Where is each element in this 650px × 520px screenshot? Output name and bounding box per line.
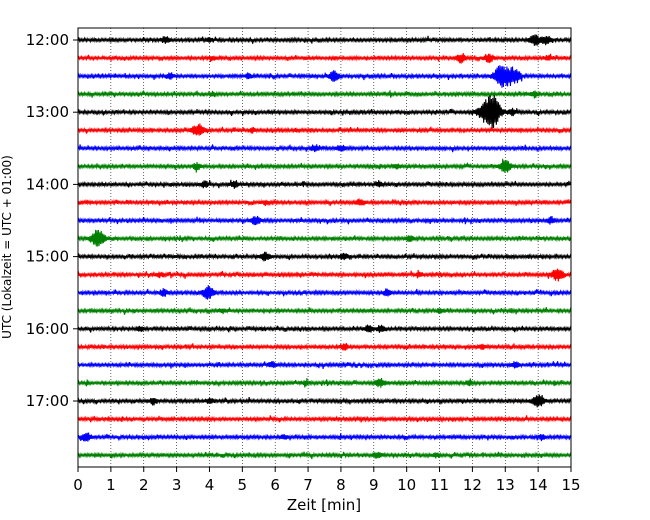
y-tick-label: 13:00 <box>26 103 69 121</box>
y-axis-ticks: 12:00 13:00 14:00 15:00 16:00 17:00 <box>26 31 78 410</box>
x-tick-label: 8 <box>336 476 346 494</box>
x-axis-label: Zeit [min] <box>287 496 361 514</box>
trace-1630 <box>77 361 572 369</box>
y-tick-label: 14:00 <box>26 175 69 193</box>
x-axis-ticks: 0 1 2 3 4 5 6 7 8 9 10 11 12 13 14 15 <box>73 467 581 494</box>
trace-1430 <box>77 215 572 226</box>
trace-1345 <box>77 158 572 173</box>
grid-lines <box>110 28 539 467</box>
x-tick-label: 2 <box>139 476 149 494</box>
x-tick-label: 6 <box>270 476 280 494</box>
y-tick-label: 12:00 <box>26 31 69 49</box>
trace-1215 <box>77 53 572 64</box>
x-tick-label: 3 <box>172 476 182 494</box>
x-tick-label: 1 <box>106 476 116 494</box>
x-tick-label: 7 <box>303 476 313 494</box>
trace-1400 <box>77 179 572 189</box>
y-axis-label: UTC (Lokalzeit = UTC + 01:00) <box>0 155 14 339</box>
x-tick-label: 13 <box>496 476 515 494</box>
trace-1600 <box>77 324 572 333</box>
trace-1500 <box>77 251 572 262</box>
x-tick-label: 15 <box>561 476 580 494</box>
x-tick-label: 4 <box>205 476 215 494</box>
y-tick-label: 15:00 <box>26 248 69 266</box>
x-tick-label: 5 <box>238 476 248 494</box>
trace-1330 <box>77 144 572 153</box>
x-tick-label: 0 <box>73 476 83 494</box>
x-tick-label: 12 <box>463 476 482 494</box>
trace-1615 <box>77 342 572 351</box>
x-tick-label: 11 <box>430 476 449 494</box>
trace-1415 <box>77 198 572 207</box>
x-tick-label: 10 <box>397 476 416 494</box>
y-tick-label: 17:00 <box>26 392 69 410</box>
trace-1645 <box>77 378 572 388</box>
plot-frame <box>77 27 572 468</box>
trace-1245 <box>77 90 572 99</box>
trace-1730 <box>77 432 572 442</box>
trace-1200 <box>77 34 572 46</box>
trace-1700 <box>77 394 572 408</box>
trace-1315 <box>77 123 572 136</box>
trace-1300 <box>77 95 572 128</box>
x-tick-label: 14 <box>529 476 548 494</box>
seismic-traces <box>77 34 572 460</box>
trace-1230 <box>77 65 572 88</box>
trace-1715 <box>77 415 572 423</box>
x-tick-label: 9 <box>369 476 379 494</box>
trace-1445 <box>77 229 572 247</box>
trace-1545 <box>77 306 572 315</box>
trace-1530 <box>77 285 572 300</box>
trace-1515 <box>77 268 572 282</box>
trace-1745 <box>77 451 572 460</box>
y-tick-label: 16:00 <box>26 320 69 338</box>
